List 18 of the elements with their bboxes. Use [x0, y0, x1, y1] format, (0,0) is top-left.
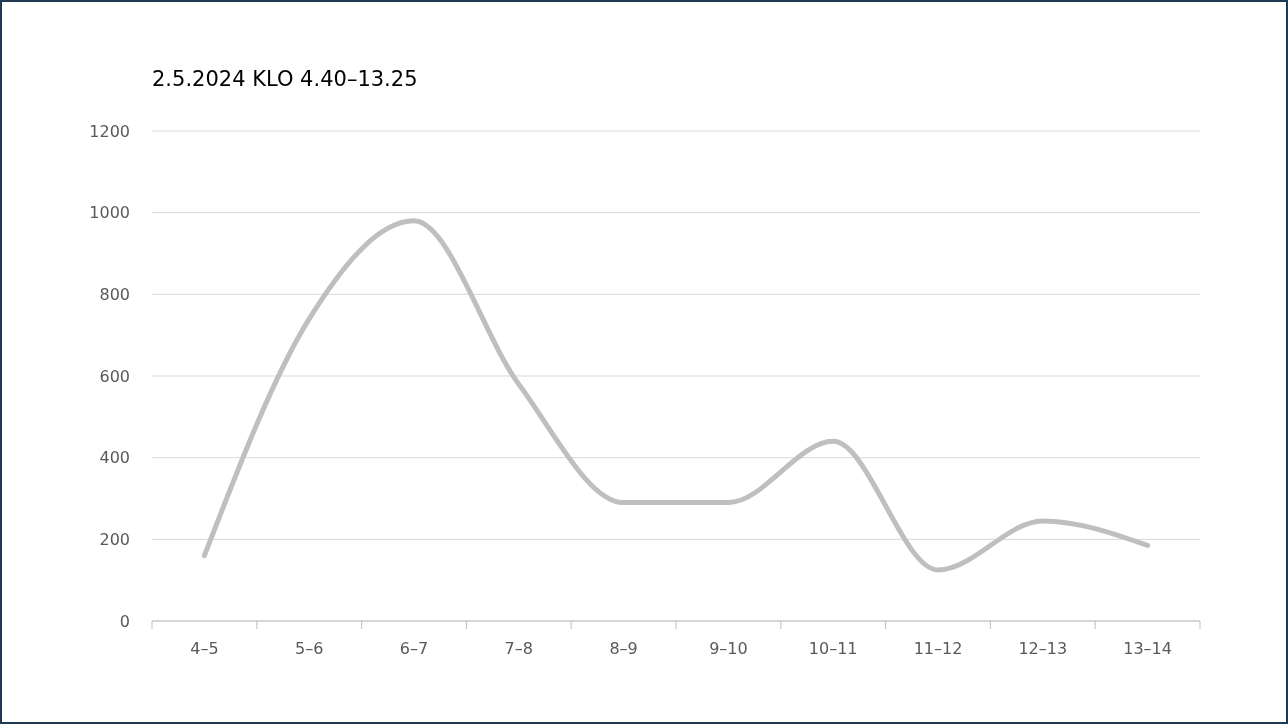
y-tick-label: 200 — [99, 529, 130, 549]
x-tick-label: 4–5 — [190, 639, 219, 658]
y-tick-label: 1000 — [89, 203, 130, 223]
x-tick-label: 13–14 — [1123, 639, 1172, 658]
x-tick-label: 11–12 — [913, 639, 963, 658]
x-tick-label: 12–13 — [1018, 639, 1068, 658]
x-tick-label: 9–10 — [709, 639, 748, 658]
x-tick-label: 10–11 — [808, 639, 858, 658]
y-tick-label: 400 — [99, 448, 130, 468]
x-tick-label: 7–8 — [504, 639, 533, 658]
x-tick-label: 8–9 — [609, 639, 638, 658]
x-tick-label: 5–6 — [295, 639, 324, 658]
y-tick-label: 800 — [99, 284, 130, 304]
y-tick-label: 0 — [119, 611, 130, 631]
x-tick-label: 6–7 — [399, 639, 429, 658]
y-tick-label: 1200 — [89, 121, 130, 141]
chart-title: 2.5.2024 KLO 4.40–13.25 — [152, 67, 418, 91]
y-tick-label: 600 — [99, 366, 130, 386]
